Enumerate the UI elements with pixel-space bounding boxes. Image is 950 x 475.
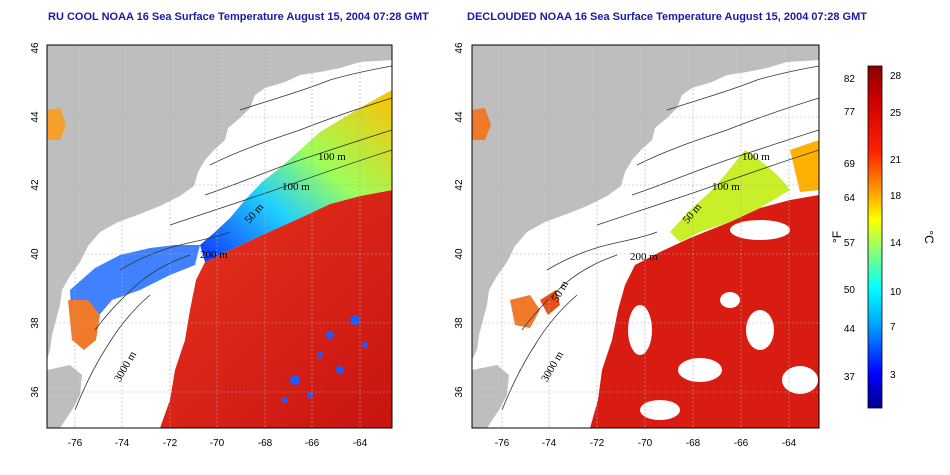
c-tick: 3 [890, 370, 896, 381]
coastal-warm-water [68, 300, 100, 350]
colorbar-scale [867, 65, 883, 409]
lon-tick: -66 [734, 438, 749, 449]
lon-tick: -66 [305, 438, 320, 449]
c-tick: 28 [890, 71, 902, 82]
nearshore-water [47, 108, 66, 140]
lat-tick: 38 [30, 317, 41, 329]
cloud-gaps [628, 220, 818, 420]
lat-tick: 42 [454, 179, 465, 191]
lat-axis: 46 44 42 40 38 36 [454, 42, 465, 398]
lon-tick: -68 [686, 438, 701, 449]
lat-tick: 36 [454, 386, 465, 398]
cold-eddies [282, 315, 368, 403]
lat-tick: 44 [30, 111, 41, 123]
warm-water-region [160, 190, 392, 428]
f-tick: 69 [844, 159, 856, 170]
f-tick: 50 [844, 285, 856, 296]
lat-tick: 42 [30, 179, 41, 191]
contour-label: 200 m [200, 249, 228, 261]
c-tick: 7 [890, 322, 896, 333]
lon-tick: -70 [210, 438, 225, 449]
lon-tick: -76 [68, 438, 83, 449]
f-tick: 77 [844, 107, 856, 118]
fahrenheit-ticks: 82 77 69 64 57 50 44 37 [844, 74, 856, 383]
contour-label: 100 m [742, 151, 770, 163]
contour-label: 100 m [712, 181, 740, 193]
land-mass [472, 365, 509, 428]
lat-tick: 36 [30, 386, 41, 398]
coastal-warm-water [540, 290, 560, 315]
f-tick: 57 [844, 238, 856, 249]
celsius-ticks: 28 25 21 18 14 10 7 3 [890, 71, 902, 381]
grid-lines [47, 45, 392, 428]
colorbar: 82 77 69 64 57 50 44 37 28 25 21 18 14 1… [830, 65, 936, 409]
nearshore-water [472, 108, 491, 140]
contour-label: 100 m [318, 151, 346, 163]
lon-tick: -64 [782, 438, 797, 449]
shelf-water-band [200, 90, 392, 262]
lat-tick: 46 [30, 42, 41, 54]
c-tick: 21 [890, 155, 902, 166]
lon-tick: -72 [163, 438, 178, 449]
lon-tick: -74 [542, 438, 557, 449]
lon-tick: -68 [258, 438, 273, 449]
f-tick: 44 [844, 324, 856, 335]
land-mass [472, 45, 819, 360]
map-frame [46, 44, 393, 429]
lat-tick: 40 [30, 248, 41, 260]
lon-axis: -76 -74 -72 -70 -68 -66 -64 [495, 438, 797, 449]
lon-tick: -70 [638, 438, 653, 449]
lat-tick: 38 [454, 317, 465, 329]
bathymetry-contours [501, 65, 819, 411]
lat-tick: 40 [454, 248, 465, 260]
lon-tick: -74 [115, 438, 130, 449]
f-tick: 82 [844, 74, 856, 85]
panel-1-map: 100 m 100 m 50 m 200 m 3000 m -76 -74 -7… [30, 42, 393, 449]
lat-axis: 46 44 42 40 38 36 [30, 42, 41, 398]
shelf-water-band [670, 150, 790, 242]
lat-tick: 44 [454, 111, 465, 123]
coastal-cold-water [70, 245, 200, 340]
lat-tick: 46 [454, 42, 465, 54]
land-mass [47, 365, 82, 428]
panel-1-title: RU COOL NOAA 16 Sea Surface Temperature … [48, 11, 429, 23]
map-frame [471, 44, 820, 429]
c-tick: 18 [890, 191, 902, 202]
celsius-label: °C [922, 230, 936, 244]
lon-tick: -72 [590, 438, 605, 449]
contour-label: 100 m [282, 181, 310, 193]
bathymetry-contours [74, 65, 392, 411]
warm-water-region [590, 195, 819, 428]
fahrenheit-label: °F [830, 231, 844, 243]
grid-lines [472, 45, 819, 428]
contour-label: 200 m [630, 251, 658, 263]
land-mass [47, 45, 392, 360]
c-tick: 25 [890, 108, 902, 119]
c-tick: 14 [890, 238, 902, 249]
panel-2-title: DECLOUDED NOAA 16 Sea Surface Temperatur… [467, 11, 867, 23]
lon-tick: -64 [353, 438, 368, 449]
coastal-warm-water [510, 295, 540, 328]
lon-axis: -76 -74 -72 -70 -68 -66 -64 [68, 438, 368, 449]
f-tick: 37 [844, 372, 856, 383]
c-tick: 10 [890, 287, 902, 298]
nearshore-water [790, 140, 819, 192]
f-tick: 64 [844, 193, 856, 204]
panel-2-map: 100 m 100 m 50 m 200 m 50 m 3000 m -76 -… [454, 42, 820, 449]
lon-tick: -76 [495, 438, 510, 449]
